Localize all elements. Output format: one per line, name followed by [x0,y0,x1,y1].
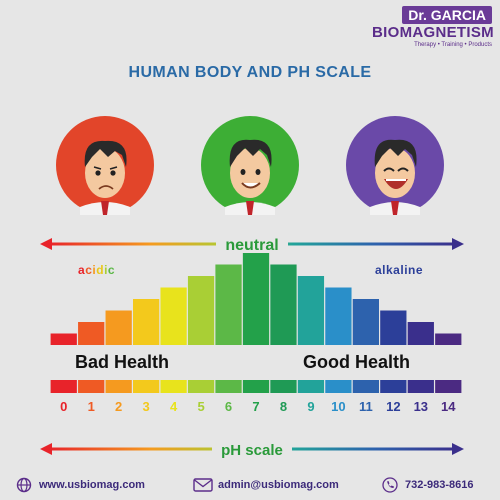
brand-tagline: Therapy • Training • Products [414,42,492,48]
acidic-letter: c [107,263,116,277]
ph-strip-10 [325,380,352,393]
email-text: admin@usbiomag.com [218,479,339,491]
neutral-arrow: neutral [40,234,464,254]
ph-bar-12 [380,310,407,345]
brand-logo: Dr. GARCIA BIOMAGNETISM Therapy • Traini… [372,6,494,49]
acidic-label: acidic [78,263,115,277]
ph-bar-8 [270,264,297,345]
ph-number-strip: 0 1 2 3 4 5 6 7 8 9 10 11 12 13 14 [50,380,462,414]
page-title: HUMAN BODY AND PH SCALE [128,64,372,81]
ph-strip-14 [435,380,462,393]
ph-bar-0 [50,333,77,345]
brand-top: Dr. GARCIA [402,6,492,24]
ph-strip-0 [50,380,77,393]
arrow-left-icon [40,238,52,250]
ph-bar-2 [105,310,132,345]
ph-number-5: 5 [197,399,204,414]
laughing-face-icon [346,116,444,215]
ph-bar-3 [133,299,160,345]
acidic-letter: a [78,263,86,277]
footer-phone[interactable]: 732-983-8616 [380,477,474,493]
arrow-right-icon [452,238,464,250]
ph-bar-10 [325,287,352,345]
acidic-letter: c [85,263,93,277]
ph-number-9: 9 [307,399,314,414]
envelope-icon [193,477,213,493]
brand-name: BIOMAGNETISM [372,24,494,41]
ph-number-4: 4 [170,399,178,414]
ph-number-3: 3 [143,399,150,414]
ph-strip-8 [270,380,297,393]
footer-email[interactable]: admin@usbiomag.com [193,477,339,493]
good-health-label: Good Health [303,352,410,372]
acid-alkaline-labels: acidic alkaline [0,255,500,281]
ph-strip-5 [187,380,215,393]
ph-strip-9 [297,380,325,393]
ph-strip-4 [160,380,187,393]
ph-strip-6 [215,380,242,393]
globe-icon [14,477,34,493]
phone-text: 732-983-8616 [405,479,474,491]
acidic-letter: i [104,263,108,277]
faces-illustration [56,116,444,215]
ph-bar-7 [242,253,270,345]
ph-scale-arrow: pH scale [40,439,464,459]
footer-website[interactable]: www.usbiomag.com [14,477,145,493]
ph-bar-9 [297,276,325,345]
ph-strip-11 [352,380,379,393]
arrow-right-icon [452,443,464,455]
ph-scale-label: pH scale [221,442,283,459]
ph-number-6: 6 [225,399,232,414]
neutral-label: neutral [225,237,278,254]
ph-strip-7 [242,380,270,393]
ph-number-13: 13 [414,399,428,414]
ph-bar-11 [352,299,379,345]
ph-strip-13 [407,380,434,393]
ph-number-2: 2 [115,399,122,414]
arrow-left-icon [40,443,52,455]
smiling-face-icon [201,116,299,215]
ph-number-11: 11 [359,399,373,414]
ph-number-0: 0 [60,399,67,414]
ph-number-12: 12 [386,399,400,414]
ph-bar-5 [187,276,215,345]
ph-strip-2 [105,380,132,393]
ph-strip-12 [380,380,407,393]
sad-face-icon [56,116,154,215]
ph-strip-1 [78,380,105,393]
ph-bar-4 [160,287,187,345]
ph-staircase-chart [50,253,462,345]
alkaline-label: alkaline [375,263,424,277]
ph-number-1: 1 [88,399,95,414]
bad-health-label: Bad Health [75,352,170,372]
ph-bar-13 [407,322,434,345]
ph-bar-6 [215,264,242,345]
ph-bar-14 [435,333,462,345]
website-text: www.usbiomag.com [39,479,145,491]
footer: www.usbiomag.com admin@usbiomag.com 732-… [0,470,500,500]
acidic-letter: i [92,263,97,277]
ph-number-10: 10 [331,399,345,414]
ph-number-14: 14 [441,399,456,414]
ph-number-8: 8 [280,399,287,414]
phone-icon [380,477,400,493]
ph-bar-1 [78,322,105,345]
ph-number-7: 7 [252,399,259,414]
ph-strip-3 [133,380,160,393]
acidic-letter: d [96,263,105,277]
